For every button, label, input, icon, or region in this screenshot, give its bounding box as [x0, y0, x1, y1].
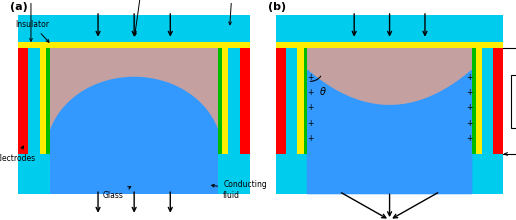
Bar: [286, 48, 297, 152]
Text: +: +: [307, 88, 313, 97]
Bar: [308, 154, 472, 194]
Text: Insulating
fluid: Insulating fluid: [213, 0, 251, 25]
Text: (a): (a): [10, 2, 28, 12]
Text: Conducting
fluid: Conducting fluid: [212, 180, 267, 200]
Bar: [18, 48, 28, 154]
Text: Glass: Glass: [103, 187, 131, 200]
Bar: [51, 152, 218, 194]
Polygon shape: [51, 77, 218, 152]
Bar: [51, 48, 218, 154]
Text: +: +: [307, 73, 313, 81]
Bar: [40, 48, 46, 154]
Bar: [476, 48, 482, 154]
Text: θ: θ: [319, 87, 326, 97]
Text: +: +: [466, 119, 473, 128]
Bar: [493, 48, 504, 154]
Text: +: +: [466, 103, 473, 112]
Text: +: +: [307, 134, 313, 143]
Text: +: +: [307, 103, 313, 112]
Text: Insulator: Insulator: [15, 20, 50, 42]
Bar: [276, 15, 503, 194]
Text: Incident light: Incident light: [117, 0, 167, 36]
Bar: [46, 48, 50, 154]
Text: Hydrophobic
coating: Hydrophobic coating: [7, 0, 55, 41]
Bar: [240, 48, 250, 154]
Bar: [276, 42, 503, 48]
Polygon shape: [308, 70, 472, 194]
Bar: [511, 75, 516, 128]
Bar: [303, 48, 308, 154]
Text: +: +: [466, 134, 473, 143]
Bar: [308, 48, 472, 154]
Bar: [472, 48, 476, 154]
Text: +: +: [307, 119, 313, 128]
Text: Electrodes: Electrodes: [0, 146, 35, 163]
Bar: [482, 48, 493, 152]
Bar: [276, 48, 286, 154]
Bar: [18, 42, 250, 48]
Bar: [18, 15, 250, 194]
Text: (b): (b): [268, 2, 286, 12]
Bar: [222, 48, 228, 154]
Bar: [218, 48, 222, 154]
Bar: [28, 48, 40, 152]
Bar: [297, 48, 303, 154]
Text: +: +: [466, 73, 473, 81]
Bar: [228, 48, 240, 152]
Text: +: +: [466, 88, 473, 97]
